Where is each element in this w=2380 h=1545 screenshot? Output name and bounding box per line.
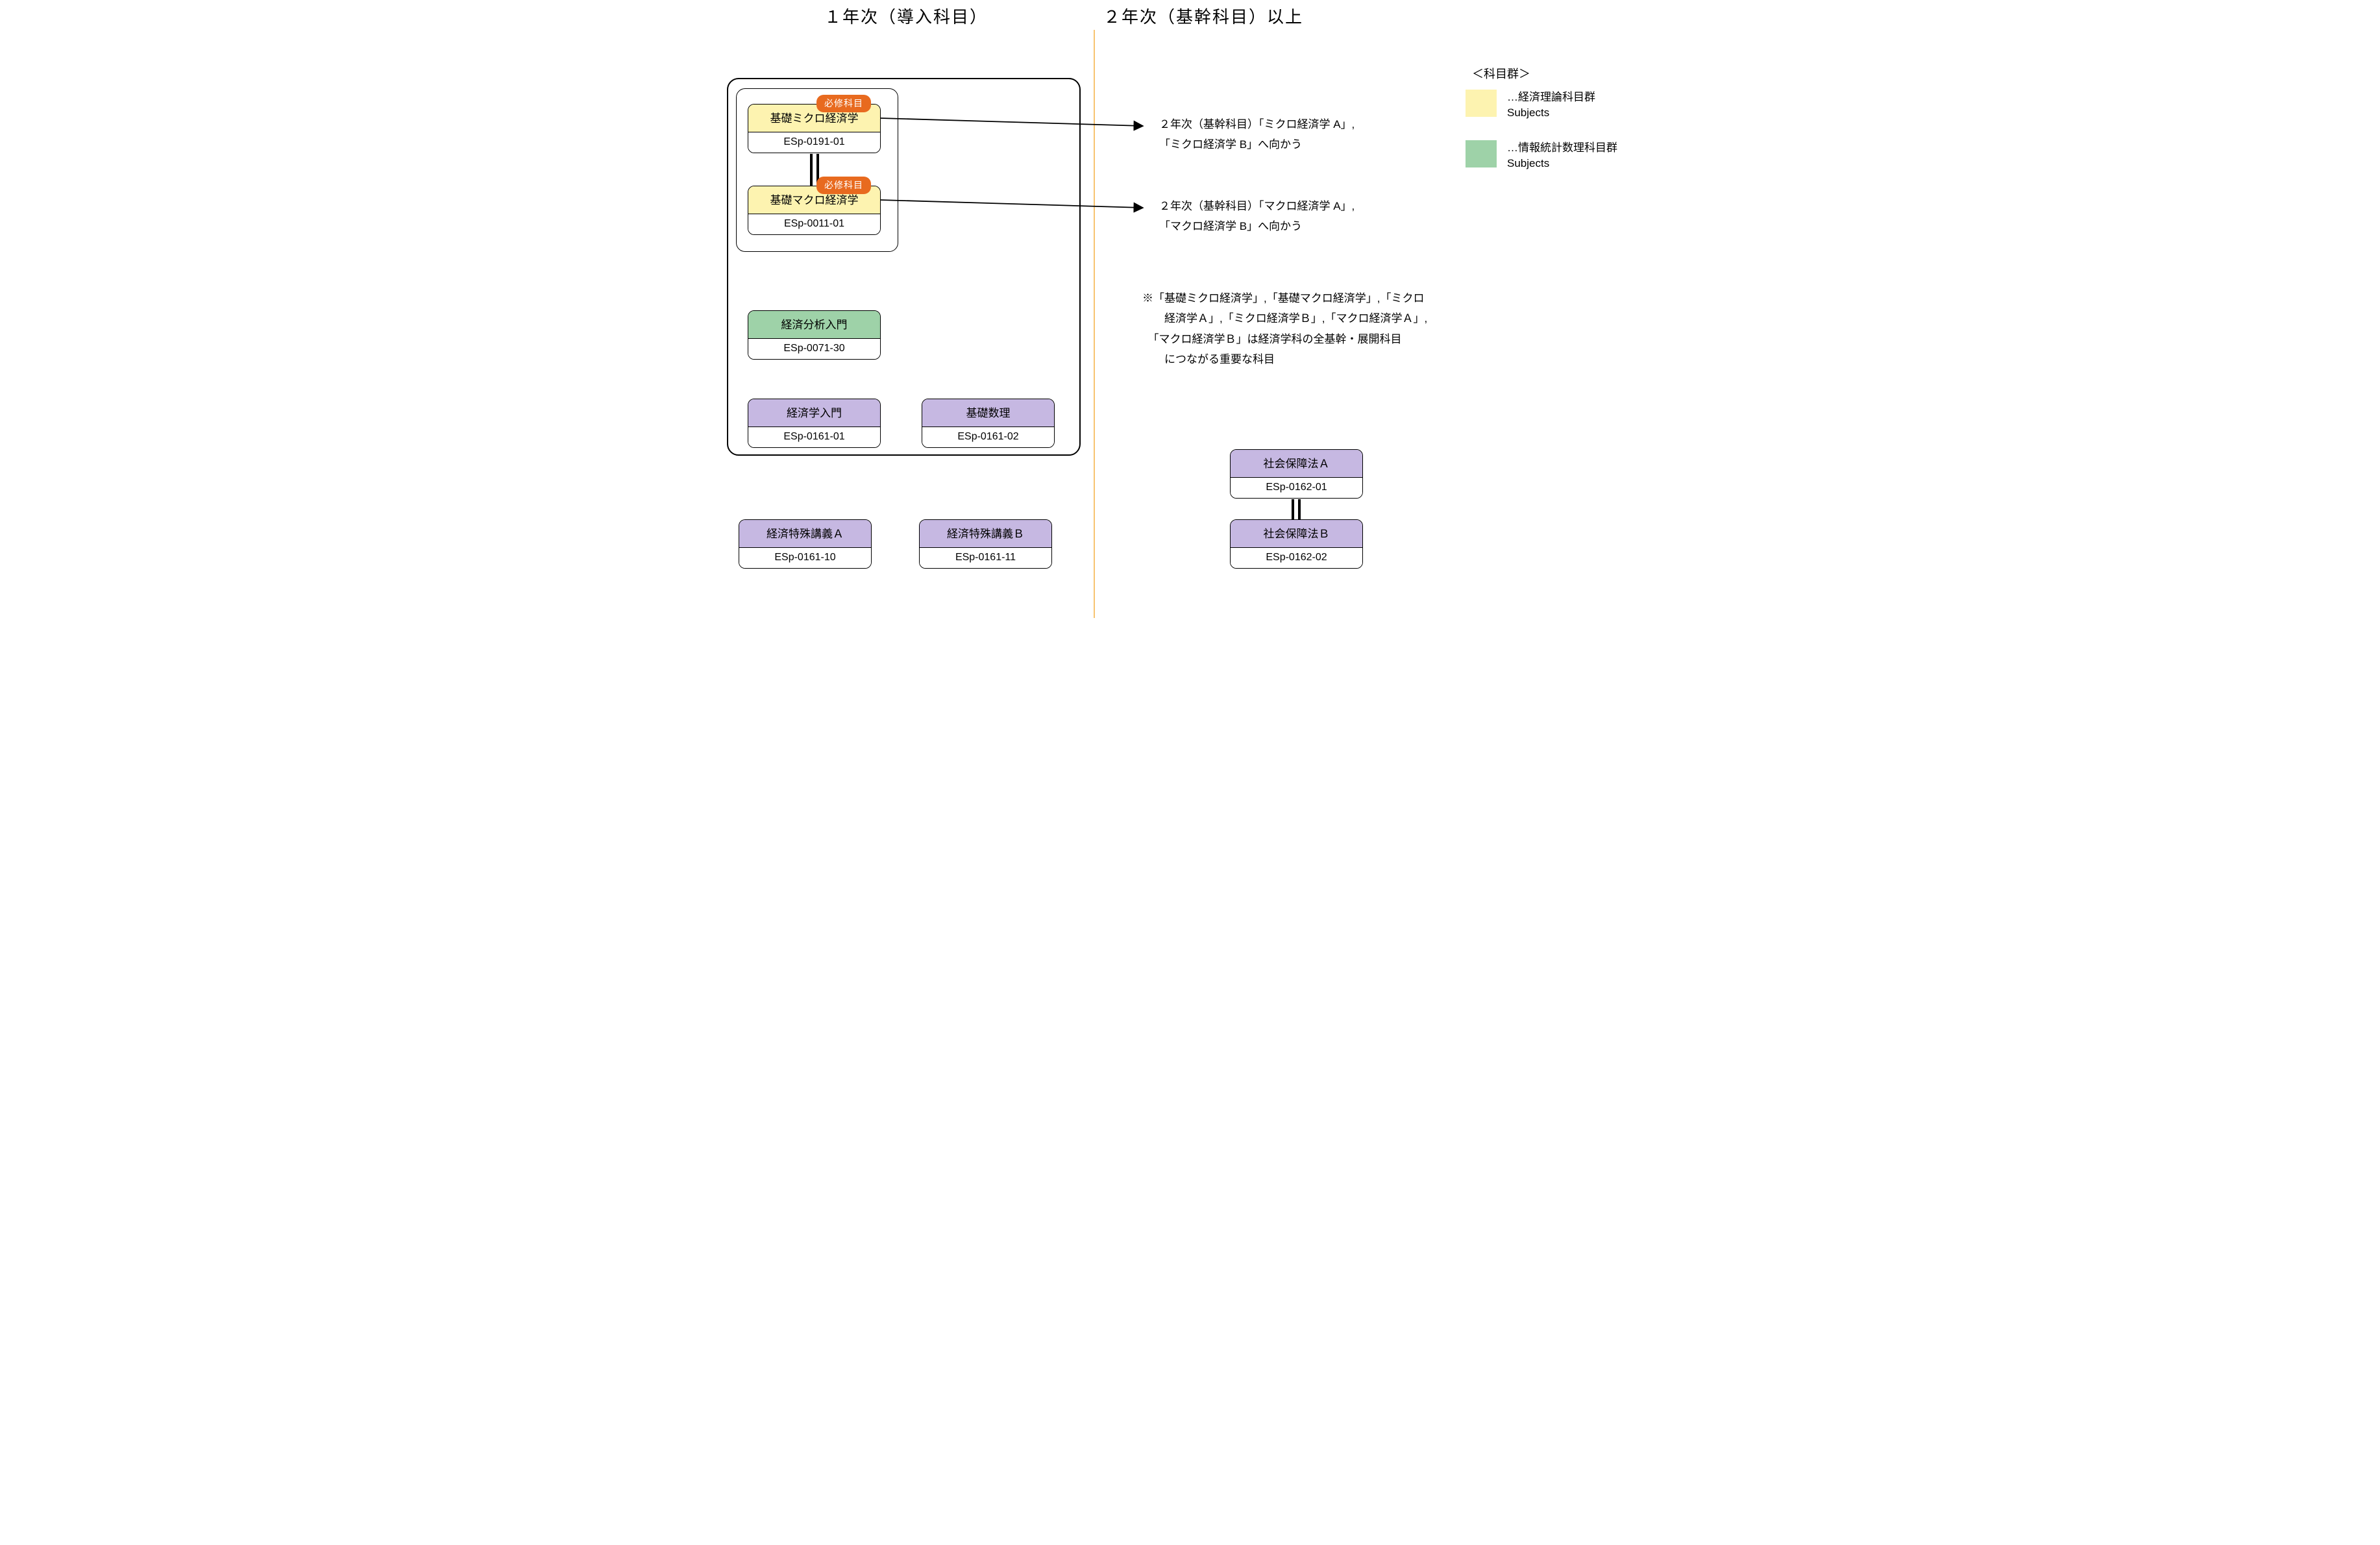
course-title: 社会保障法Ａ (1231, 450, 1362, 477)
course-title: 経済学入門 (748, 399, 880, 426)
course-analysis-intro: 経済分析入門 ESp-0071-30 (748, 310, 881, 360)
note-micro-dest: ２年次（基幹科目）「ミクロ経済学 A」, 「ミクロ経済学 B」へ向かう (1159, 114, 1355, 155)
note-line: につながる重要な科目 (1142, 349, 1427, 369)
legend-title: ＜科目群＞ (1472, 65, 1530, 82)
legend-item-theory: …経済理論科目群 Subjects (1466, 90, 1595, 121)
course-code: ESp-0011-01 (748, 214, 880, 234)
note-footnote: ※「基礎ミクロ経済学」,「基礎マクロ経済学」,「ミクロ 経済学Ａ」,「ミクロ経済… (1142, 288, 1427, 370)
legend-swatch-icon (1466, 140, 1497, 167)
badge-required-macro: 必修科目 (816, 177, 871, 194)
heading-year2: ２年次（基幹科目）以上 (1103, 4, 1303, 28)
course-title: 基礎数理 (922, 399, 1054, 426)
course-code: ESp-0191-01 (748, 132, 880, 153)
note-line: 「ミクロ経済学 B」へ向かう (1159, 134, 1355, 154)
heading-year1: １年次（導入科目） (824, 4, 988, 28)
legend-swatch-icon (1466, 90, 1497, 117)
course-code: ESp-0071-30 (748, 338, 880, 359)
badge-required-micro: 必修科目 (816, 95, 871, 112)
legend-text: …情報統計数理科目群 Subjects (1507, 140, 1617, 171)
course-econ-intro: 経済学入門 ESp-0161-01 (748, 399, 881, 448)
course-code: ESp-0161-11 (920, 547, 1051, 568)
course-code: ESp-0161-01 (748, 426, 880, 447)
course-title: 社会保障法Ｂ (1231, 520, 1362, 547)
note-line: 経済学Ａ」,「ミクロ経済学Ｂ」,「マクロ経済学Ａ」, (1142, 308, 1427, 328)
legend-item-stats: …情報統計数理科目群 Subjects (1466, 140, 1617, 171)
course-code: ESp-0161-02 (922, 426, 1054, 447)
course-code: ESp-0161-10 (739, 547, 871, 568)
course-special-a: 経済特殊講義Ａ ESp-0161-10 (739, 519, 872, 569)
legend-line: …情報統計数理科目群 (1507, 140, 1617, 156)
diagram-canvas: １年次（導入科目） ２年次（基幹科目）以上 必修科目 必修科目 基礎ミクロ経済学… (714, 0, 1666, 618)
legend-line: Subjects (1507, 105, 1595, 121)
course-socialsec-a: 社会保障法Ａ ESp-0162-01 (1230, 449, 1363, 499)
course-title: 経済特殊講義Ａ (739, 520, 871, 547)
legend-text: …経済理論科目群 Subjects (1507, 90, 1595, 121)
note-line: ２年次（基幹科目）「ミクロ経済学 A」, (1159, 114, 1355, 134)
course-basic-math: 基礎数理 ESp-0161-02 (922, 399, 1055, 448)
note-line: ※「基礎ミクロ経済学」,「基礎マクロ経済学」,「ミクロ (1142, 288, 1427, 308)
note-line: ２年次（基幹科目）「マクロ経済学 A」, (1159, 196, 1355, 216)
legend-line: Subjects (1507, 156, 1617, 171)
note-line: 「マクロ経済学Ｂ」は経済学科の全基幹・展開科目 (1142, 329, 1427, 349)
connector-ssA-ssB (1292, 499, 1301, 519)
course-socialsec-b: 社会保障法Ｂ ESp-0162-02 (1230, 519, 1363, 569)
course-special-b: 経済特殊講義Ｂ ESp-0161-11 (919, 519, 1052, 569)
course-title: 経済分析入門 (748, 311, 880, 338)
note-line: 「マクロ経済学 B」へ向かう (1159, 216, 1355, 236)
course-code: ESp-0162-01 (1231, 477, 1362, 498)
column-divider (1094, 30, 1095, 618)
note-macro-dest: ２年次（基幹科目）「マクロ経済学 A」, 「マクロ経済学 B」へ向かう (1159, 196, 1355, 237)
legend-line: …経済理論科目群 (1507, 90, 1595, 105)
course-code: ESp-0162-02 (1231, 547, 1362, 568)
course-title: 経済特殊講義Ｂ (920, 520, 1051, 547)
